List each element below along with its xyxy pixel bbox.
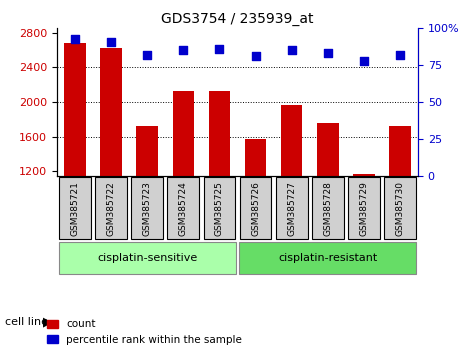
FancyBboxPatch shape <box>59 177 91 239</box>
Bar <box>100 48 122 276</box>
FancyBboxPatch shape <box>132 177 163 239</box>
Text: GSM385730: GSM385730 <box>396 181 404 236</box>
Text: GSM385728: GSM385728 <box>323 181 332 236</box>
Point <box>288 47 295 53</box>
Point <box>396 52 404 58</box>
Text: cisplatin-resistant: cisplatin-resistant <box>278 253 377 263</box>
Bar <box>172 91 194 276</box>
Point <box>216 46 223 52</box>
Legend: count, percentile rank within the sample: count, percentile rank within the sample <box>43 315 246 349</box>
Bar <box>389 126 411 276</box>
Bar <box>281 105 303 276</box>
Text: GSM385726: GSM385726 <box>251 181 260 236</box>
Text: GSM385727: GSM385727 <box>287 181 296 236</box>
FancyBboxPatch shape <box>312 177 343 239</box>
Text: GSM385724: GSM385724 <box>179 181 188 236</box>
Point <box>252 53 259 59</box>
Point <box>180 47 187 53</box>
Text: GSM385721: GSM385721 <box>71 181 79 236</box>
Text: cell line: cell line <box>5 317 48 327</box>
FancyBboxPatch shape <box>240 177 271 239</box>
FancyBboxPatch shape <box>59 242 236 274</box>
Text: ▶: ▶ <box>43 316 52 329</box>
Title: GDS3754 / 235939_at: GDS3754 / 235939_at <box>161 12 314 26</box>
Point <box>107 39 115 45</box>
Point <box>71 36 79 41</box>
Text: GSM385722: GSM385722 <box>107 181 115 236</box>
FancyBboxPatch shape <box>239 242 416 274</box>
Bar <box>317 123 339 276</box>
FancyBboxPatch shape <box>95 177 127 239</box>
FancyBboxPatch shape <box>204 177 235 239</box>
Point <box>143 52 151 58</box>
Text: cisplatin-sensitive: cisplatin-sensitive <box>97 253 198 263</box>
Bar <box>245 139 266 276</box>
Text: GSM385725: GSM385725 <box>215 181 224 236</box>
Bar <box>64 43 86 276</box>
FancyBboxPatch shape <box>348 177 380 239</box>
FancyBboxPatch shape <box>384 177 416 239</box>
FancyBboxPatch shape <box>276 177 307 239</box>
Bar <box>353 174 375 276</box>
Bar <box>136 126 158 276</box>
Bar <box>209 91 230 276</box>
FancyBboxPatch shape <box>168 177 199 239</box>
Point <box>324 51 332 56</box>
Point <box>360 58 368 64</box>
Text: GSM385723: GSM385723 <box>143 181 152 236</box>
Text: GSM385729: GSM385729 <box>360 181 368 236</box>
